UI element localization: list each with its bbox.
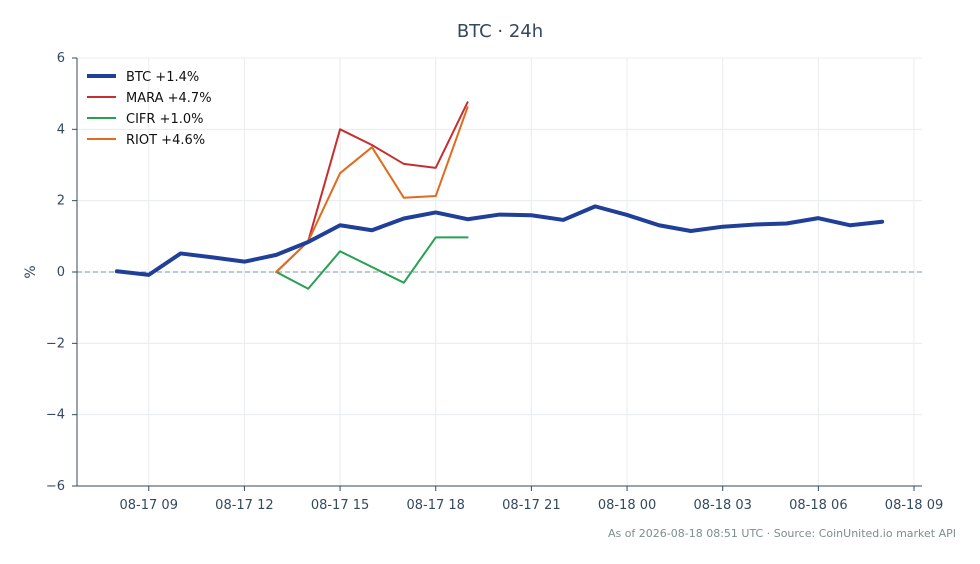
legend-label-mara: MARA +4.7% [126, 91, 212, 106]
legend: BTC +1.4% MARA +4.7% CIFR +1.0% RIOT +4.6% [87, 70, 212, 148]
x-tick-label: 08-17 21 [502, 498, 560, 513]
series-line-riot [275, 106, 469, 273]
grid [77, 57, 922, 487]
x-tick-label: 08-17 09 [120, 498, 178, 513]
x-tick-label: 08-18 09 [885, 498, 943, 513]
legend-label-riot: RIOT +4.6% [126, 133, 205, 148]
x-tick-label: 08-17 15 [311, 498, 369, 513]
footer-source: As of 2026-08-18 08:51 UTC · Source: Coi… [608, 527, 956, 540]
axes: 6 4 2 0 −2 −4 −6 08-17 09 08-17 12 08-17 15 08-17 … [46, 51, 943, 513]
y-tick-label: 0 [57, 265, 65, 280]
y-tick-label: 6 [57, 51, 65, 66]
chart-title: BTC · 24h [457, 21, 543, 42]
legend-label-btc: BTC +1.4% [126, 70, 199, 85]
x-tick-label: 08-17 18 [406, 498, 464, 513]
y-tick-label: 2 [57, 194, 65, 209]
legend-label-cifr: CIFR +1.0% [126, 112, 203, 127]
series-group [114, 101, 885, 290]
series-line-btc [114, 204, 885, 277]
y-tick-label: −6 [46, 479, 65, 494]
y-axis-label: % [23, 265, 39, 278]
x-tick-label: 08-18 03 [693, 498, 751, 513]
x-tick-label: 08-17 12 [215, 498, 273, 513]
y-tick-label: 4 [57, 122, 65, 137]
x-tick-label: 08-18 00 [598, 498, 656, 513]
y-tick-label: −4 [46, 408, 65, 423]
y-tick-label: −2 [46, 336, 65, 351]
x-tick-label: 08-18 06 [789, 498, 847, 513]
series-line-cifr [275, 236, 469, 290]
